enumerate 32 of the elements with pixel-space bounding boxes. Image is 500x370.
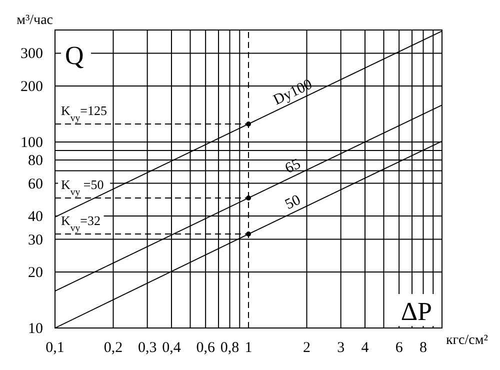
x-tick-label: 6 — [395, 340, 404, 356]
y-axis-title: м³/час — [16, 13, 53, 28]
x-tick-label: 0,3 — [138, 340, 157, 356]
annotation: Q — [65, 41, 84, 70]
x-tick-label: 2 — [303, 340, 310, 356]
x-tick-label: 0,4 — [162, 340, 182, 356]
ref-line-label: K$_{vy}$=125 — [61, 102, 107, 124]
y-tick-label: 60 — [28, 176, 43, 192]
x-tick-label: 0,8 — [220, 340, 240, 356]
y-tick-label: 20 — [28, 265, 43, 282]
x-tick-label: 0,2 — [104, 340, 123, 356]
x-tick-label: 4 — [361, 340, 370, 356]
y-tick-label: 80 — [28, 153, 43, 170]
ref-line-label: K$_{vy}$ =50 — [61, 176, 104, 198]
x-tick-label: 8 — [420, 340, 427, 356]
y-tick-label: 40 — [28, 209, 43, 226]
x-tick-label: 0,6 — [196, 340, 216, 356]
ref-line-label: K$_{vy}$=32 — [61, 213, 100, 234]
x-tick-label: 1 — [244, 340, 252, 356]
y-tick-label: 30 — [28, 232, 43, 248]
text: 50 — [282, 192, 304, 214]
y-tick-label: 10 — [28, 321, 43, 337]
point — [246, 121, 251, 126]
point — [246, 195, 251, 200]
x-tick-label: 0,1 — [46, 340, 64, 356]
point — [246, 232, 251, 237]
x-tick-label: 3 — [337, 340, 345, 356]
x-axis-title: кгс/см² — [446, 333, 488, 348]
y-tick-label: 100 — [20, 134, 43, 151]
annotation: ΔP — [400, 297, 432, 326]
y-tick-label: 200 — [20, 78, 43, 95]
y-tick-label: 300 — [20, 46, 43, 62]
